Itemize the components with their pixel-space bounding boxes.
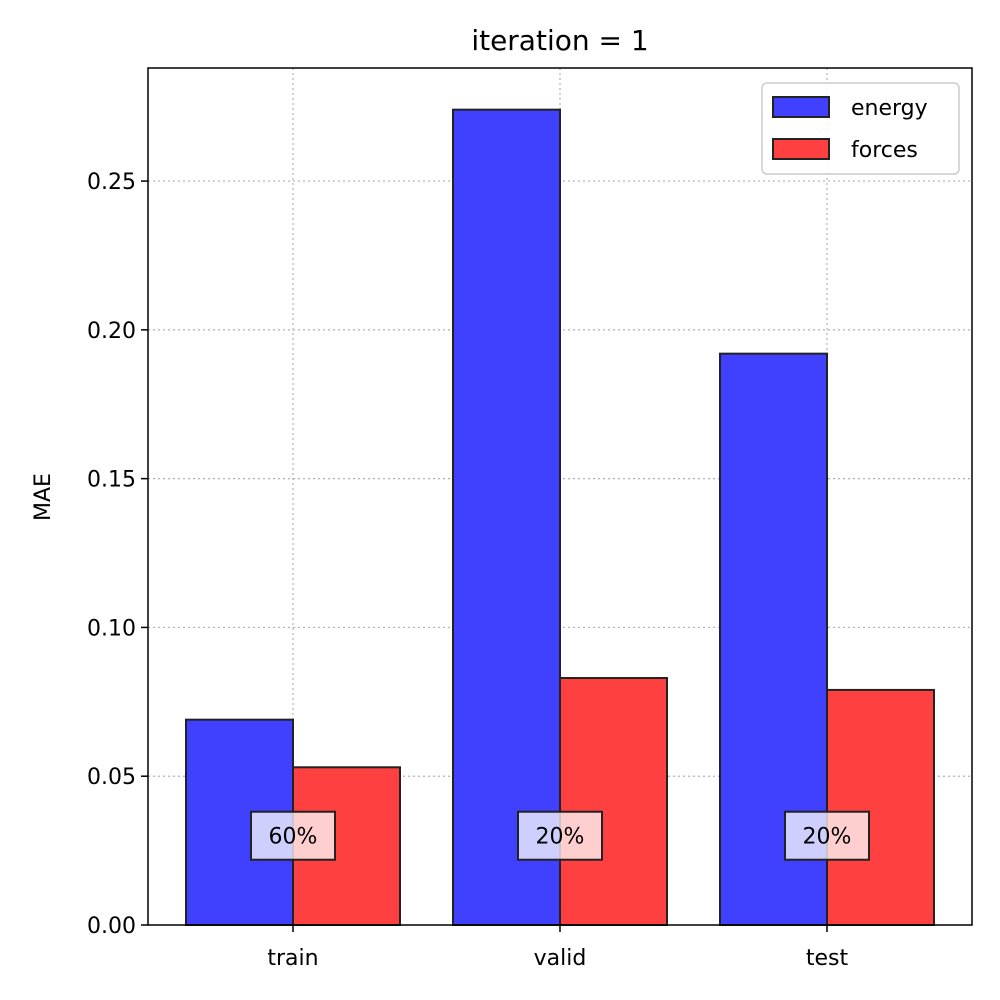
bars-layer bbox=[185, 108, 935, 927]
legend-swatch-forces bbox=[772, 138, 830, 160]
bar-forces-valid bbox=[559, 677, 668, 926]
annotation-label-train: 60% bbox=[269, 825, 318, 850]
bar-forces-test bbox=[826, 688, 935, 927]
y-axis-label: MAE bbox=[31, 473, 56, 521]
x-tick-label-test: test bbox=[806, 946, 849, 971]
annotation-box-train bbox=[250, 810, 336, 861]
y-tick-label: 0.25 bbox=[87, 170, 136, 195]
y-tick-label: 0.10 bbox=[87, 616, 136, 641]
axis-layer: 0.00 0.05 0.10 0.15 0.20 0.25 train valid test bbox=[87, 170, 848, 971]
x-tick-label-valid: valid bbox=[534, 946, 587, 971]
legend-label-forces: forces bbox=[851, 138, 918, 163]
annotation-box-valid bbox=[517, 810, 603, 861]
legend: energy forces bbox=[761, 82, 960, 175]
bar-energy-valid bbox=[452, 108, 561, 926]
y-tick-label: 0.05 bbox=[87, 765, 136, 790]
annotation-layer: 60% 20% 20% bbox=[250, 810, 870, 861]
y-tick-label: 0.00 bbox=[87, 914, 136, 939]
y-tick-label: 0.20 bbox=[87, 319, 136, 344]
annotation-box-test bbox=[784, 810, 870, 861]
legend-label-energy: energy bbox=[851, 96, 928, 121]
chart-title: iteration = 1 bbox=[471, 24, 648, 57]
annotation-label-valid: 20% bbox=[536, 825, 585, 850]
annotation-label-test: 20% bbox=[803, 825, 852, 850]
legend-swatch-energy bbox=[772, 96, 830, 118]
y-tick-label: 0.15 bbox=[87, 468, 136, 493]
x-tick-label-train: train bbox=[267, 946, 318, 971]
